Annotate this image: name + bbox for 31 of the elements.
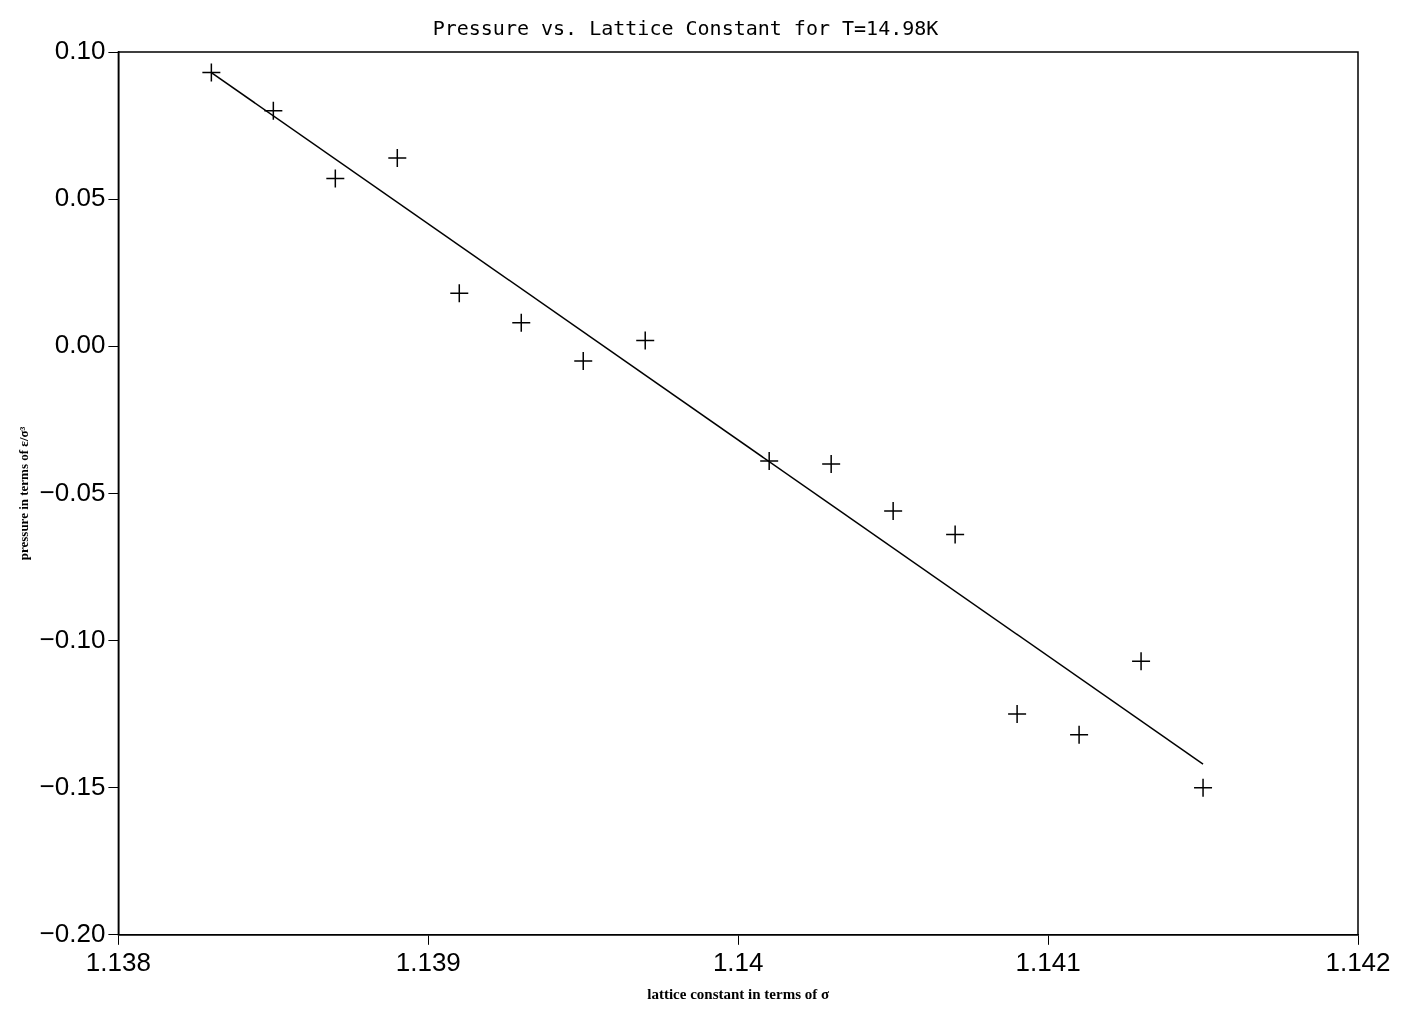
point [1007, 704, 1027, 724]
x-tick-label: 1.138 [85, 946, 151, 977]
y-tick-label: 0.05 [54, 182, 106, 213]
point [201, 62, 222, 83]
point [883, 501, 903, 521]
point [325, 168, 346, 189]
point [573, 351, 593, 371]
point [1069, 724, 1089, 745]
point [821, 454, 841, 474]
point [511, 312, 532, 333]
x-axis-title: lattice constant in terms of σ [647, 985, 830, 1002]
point [759, 451, 779, 471]
y-axis-title: pressure in terms of ε/σ³ [16, 426, 32, 561]
x-tick-label: 1.141 [1015, 946, 1081, 977]
point [945, 524, 965, 545]
x-tick-label: 1.139 [395, 946, 461, 977]
y-tick-label: −0.15 [39, 770, 106, 801]
point [1131, 651, 1151, 671]
point [387, 148, 408, 168]
x-tick-label: 1.14 [712, 946, 764, 977]
y-tick-label: 0.00 [54, 329, 106, 360]
y-tick-label: −0.10 [39, 623, 106, 654]
x-tick-label: 1.142 [1325, 946, 1391, 977]
point [1193, 777, 1213, 798]
point [263, 101, 284, 121]
y-tick-label: 0.10 [54, 35, 106, 66]
y-tick-label: −0.05 [39, 476, 106, 507]
y-tick-label: −0.20 [39, 917, 106, 948]
chart-title: Pressure vs. Lattice Constant for T=14.98K [432, 16, 939, 41]
point [635, 330, 655, 351]
point [449, 283, 470, 304]
